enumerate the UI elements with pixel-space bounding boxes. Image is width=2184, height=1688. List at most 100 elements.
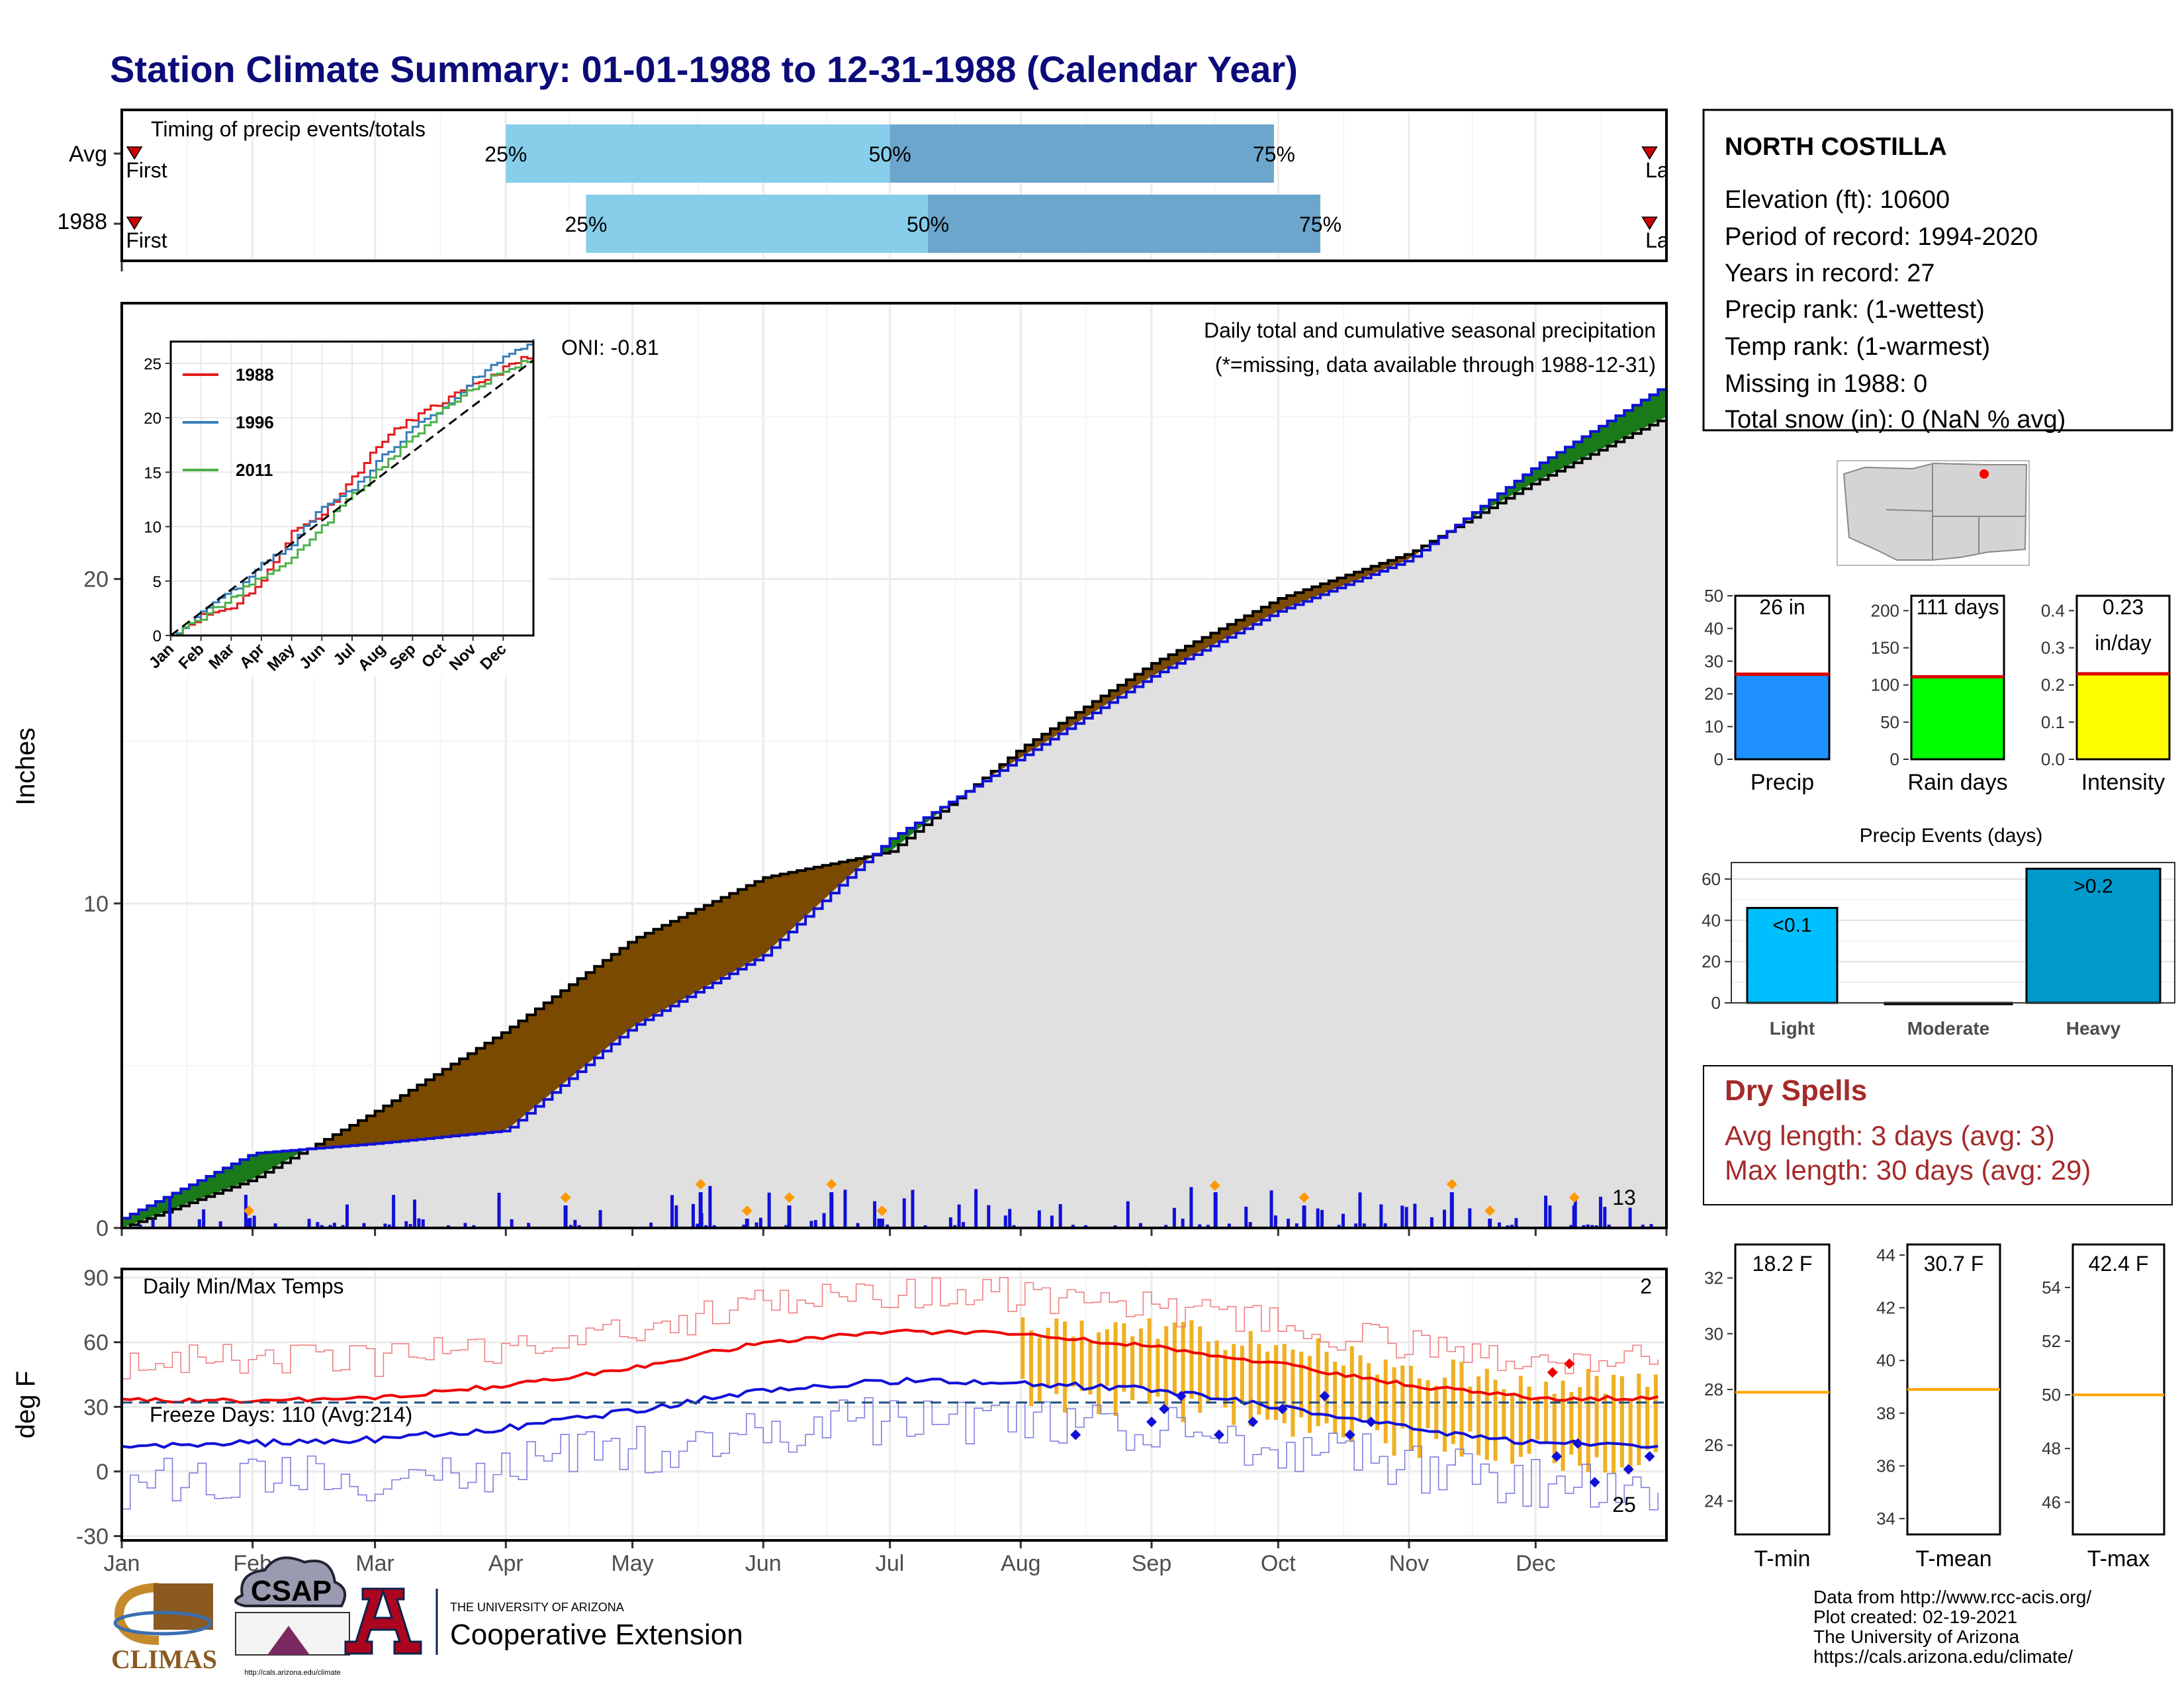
station-missing: Missing in 1988: 0: [1725, 370, 1927, 398]
observed-temp-bar: [1198, 1326, 1203, 1413]
timing-edge-mask: [1668, 110, 1698, 262]
summary-category-label: Rain days: [1907, 770, 2007, 795]
precip-anomaly-band: [408, 1090, 418, 1141]
observed-temp-bar: [1122, 1323, 1126, 1392]
daily-precip-bar: [784, 1225, 788, 1228]
daily-precip-bar: [1198, 1224, 1202, 1228]
last-event-marker: [1641, 216, 1658, 230]
observed-temp-bar: [1130, 1336, 1135, 1401]
daily-precip-bar: [527, 1223, 531, 1228]
precip-observed-line: [122, 384, 1668, 1220]
daily-precip-bar: [712, 1225, 716, 1228]
daily-precip-bar: [696, 1223, 700, 1228]
daily-precip-bar: [1248, 1221, 1252, 1228]
record-hot-marker: [1564, 1358, 1575, 1370]
events-ytick-label: 40: [1702, 910, 1721, 930]
precip-panel: 0 10 20 Inches ONI: -0.81 Daily total and …: [11, 302, 1668, 1241]
observed-temp-bar: [1240, 1345, 1244, 1404]
inset-gridlines: [170, 342, 533, 636]
timing-row-label-year: 1988: [57, 209, 107, 234]
events-category-label: Moderate: [1907, 1018, 1989, 1039]
inset-legend: 1988 1996 2011: [183, 365, 274, 480]
daily-precip-bar: [1400, 1205, 1404, 1228]
precip-anomaly-band: [459, 1058, 469, 1135]
precip-anomaly-band: [257, 1152, 266, 1177]
temps-ytick-label: 0: [96, 1460, 109, 1485]
daily-precip-bar: [1172, 1207, 1176, 1228]
record-min-line: [122, 1397, 1659, 1511]
daily-precip-bar: [911, 1190, 915, 1228]
station-name: NORTH COSTILLA: [1725, 133, 1947, 161]
station-elevation: Elevation (ft): 10600: [1725, 186, 1950, 214]
precip-extreme-count: 13: [1612, 1186, 1636, 1209]
precip-anomaly-band: [602, 960, 612, 1051]
precip-anomaly-band: [1590, 431, 1600, 455]
precip-anomaly-band: [392, 1100, 401, 1143]
daily-precip-bar-extreme: [745, 1219, 749, 1228]
summary-category-label: Intensity: [2081, 770, 2165, 795]
precip-anomaly-band: [670, 921, 680, 1006]
daily-precip-bar: [704, 1225, 708, 1228]
events-frame: [1731, 862, 2175, 1004]
observed-temp-bar: [1459, 1362, 1464, 1457]
record-cold-marker: [1623, 1464, 1634, 1475]
inset-ytick-label: 25: [144, 355, 161, 373]
summary-bar-frame: [1734, 594, 1831, 761]
observed-temp-bar: [1046, 1327, 1050, 1389]
observed-temp-bar: [1358, 1355, 1363, 1421]
summary-bar-intensity: [2077, 673, 2169, 759]
observed-temp-bar: [1628, 1400, 1633, 1473]
precip-anomaly-band: [172, 1193, 181, 1209]
precip-anomaly-band: [316, 1144, 325, 1149]
daily-precip-bar: [1383, 1223, 1387, 1228]
daily-precip-bar: [856, 1223, 860, 1228]
observed-temp-bar: [1417, 1378, 1422, 1458]
summary-ytick-label: 200: [1871, 600, 1899, 620]
observed-temp-bar: [1291, 1349, 1295, 1437]
precip-anomaly-band: [1320, 583, 1330, 595]
precip-subtitle: Daily total and cumulative seasonal prec…: [1204, 318, 1656, 342]
observed-temp-bar: [1324, 1352, 1329, 1424]
inset-ytick-label: 20: [144, 410, 161, 428]
events-ytick-label: 60: [1702, 869, 1721, 889]
temp-bar-frame: [2071, 1243, 2165, 1536]
credit-line-4: https://cals.arizona.edu/climate/: [1813, 1646, 2073, 1667]
precip-anomaly-band: [1489, 500, 1498, 508]
temp-ytick-label: 52: [2042, 1331, 2061, 1351]
daily-precip-bar: [1544, 1196, 1548, 1228]
observed-temp-bar: [1603, 1393, 1608, 1473]
precip-anomaly-band: [265, 1152, 275, 1172]
record-cold-marker: [1175, 1390, 1187, 1401]
observed-temp-bar: [1156, 1338, 1160, 1397]
precip-events-chart: Precip Events (days) <0.1 Light Moderate >0…: [1702, 825, 2175, 1039]
temp-ytick-label: 36: [1876, 1456, 1895, 1476]
observed-temp-bar: [1257, 1344, 1261, 1415]
observed-temp-bar: [1113, 1322, 1118, 1417]
precip-axis: 0 10 20: [83, 567, 1668, 1241]
timing-quantile-label: 25%: [484, 142, 527, 166]
precip-anomaly-band: [366, 1115, 376, 1145]
precip-anomaly-band: [214, 1172, 224, 1194]
precip-anomaly-band: [813, 867, 823, 909]
daily-precip-bar: [1468, 1208, 1472, 1228]
temp-summary-bars: 24 26 28 30 32 18.2 F T-min 34 36 38 40 42 44 30.7 F T…: [1704, 1243, 2165, 1571]
precip-anomaly-band: [433, 1074, 443, 1138]
temp-ytick-label: 44: [1876, 1245, 1895, 1265]
extreme-marker: [1298, 1192, 1310, 1203]
observed-temp-bar: [1172, 1322, 1177, 1394]
summary-ytick-label: 0.0: [2041, 749, 2065, 769]
month-label: Aug: [1001, 1551, 1041, 1576]
timing-title: Timing of precip events/totals: [151, 117, 426, 141]
precip-anomaly-band: [476, 1048, 486, 1134]
daily-precip-bar: [1181, 1219, 1185, 1228]
csap-logo: CSAP http://cals.arizona.edu/climate: [234, 1556, 350, 1677]
daily-precip-bar: [1607, 1225, 1611, 1228]
summary-bar-precip: [1735, 674, 1829, 759]
precip-anomaly-band: [197, 1180, 207, 1200]
daily-precip-bar: [1598, 1196, 1602, 1228]
map-states: [1843, 462, 2028, 561]
timing-quantile-label: 50%: [869, 142, 911, 166]
observed-temp-bar: [1426, 1380, 1430, 1429]
daily-precip-bar: [1037, 1210, 1041, 1228]
observed-temp-bar: [1138, 1328, 1143, 1387]
